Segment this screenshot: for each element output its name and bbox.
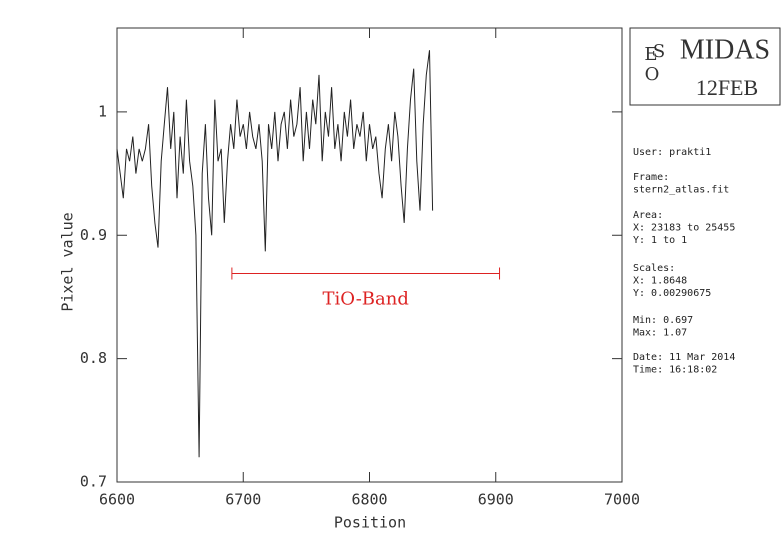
y-tick-label: 0.8 <box>80 349 107 367</box>
x-tick-label: 6600 <box>99 491 135 509</box>
info-text: Scales: <box>633 263 675 274</box>
info-text: User: prakti1 <box>633 147 711 158</box>
logo-letter: E <box>644 44 657 65</box>
info-text: Time: 16:18:02 <box>633 365 717 376</box>
y-tick-label: 0.7 <box>80 473 107 491</box>
info-text: X: 23183 to 25455 <box>633 223 735 234</box>
info-text: X: 1.8648 <box>633 276 687 287</box>
info-text: Y: 1 to 1 <box>633 235 687 246</box>
x-tick-label: 6700 <box>225 491 261 509</box>
x-axis-label: Position <box>334 514 406 532</box>
info-text: Min: 0.697 <box>633 315 693 326</box>
logo-frame <box>629 27 781 106</box>
x-tick-label: 6900 <box>478 491 514 509</box>
logo-date: 12FEB <box>696 75 758 100</box>
y-tick-label: 0.9 <box>80 226 107 244</box>
info-text: Max: 1.07 <box>633 328 687 339</box>
spectrum-line <box>116 50 434 458</box>
info-text: Y: 0.00290675 <box>633 288 711 299</box>
logo-name: MIDAS <box>680 34 770 65</box>
x-tick-label: 7000 <box>604 491 640 509</box>
x-tick-label: 6800 <box>351 491 387 509</box>
y-axis-label: Pixel value <box>59 212 77 311</box>
info-text: Frame: <box>633 172 669 183</box>
logo-letter: O <box>645 64 660 85</box>
info-text: Date: 11 Mar 2014 <box>633 352 735 363</box>
info-text: stern2_atlas.fit <box>633 185 729 196</box>
plot-frame <box>116 27 623 483</box>
annotation-label: TiO-Band <box>323 289 409 310</box>
logo-letter: S <box>653 41 665 62</box>
y-tick-label: 1 <box>98 102 107 120</box>
info-text: Area: <box>633 210 663 221</box>
